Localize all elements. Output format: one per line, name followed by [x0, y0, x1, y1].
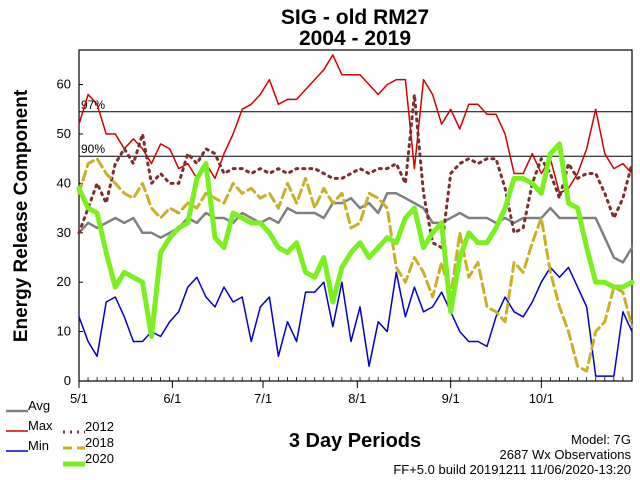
y-tick-label: 50 — [57, 126, 71, 141]
month-tick-label: 7/1 — [254, 391, 272, 406]
series-line-min — [78, 266, 633, 377]
month-tick-label: 8/1 — [348, 391, 366, 406]
month-tick-label: 5/1 — [70, 391, 88, 406]
percentile-lines: 97% 90% — [79, 98, 632, 157]
y-ticks: 0 10 20 30 40 50 60 — [57, 77, 83, 388]
chart-subtitle: 2004 - 2019 — [299, 27, 411, 50]
legend-label-2020: 2020 — [85, 451, 114, 466]
series-line-2020 — [76, 141, 635, 339]
y-axis-label: Energy Release Component — [11, 89, 32, 342]
series-lines — [76, 54, 635, 377]
y-tick-label: 0 — [64, 373, 71, 388]
y-tick-label: 30 — [57, 225, 71, 240]
legend-label-avg: Avg — [28, 398, 50, 413]
month-tick-label: 10/1 — [529, 391, 554, 406]
series-line-max — [78, 54, 633, 195]
x-axis-label: 3 Day Periods — [289, 430, 421, 452]
series-line-2018 — [77, 157, 634, 373]
month-tick-label: 9/1 — [442, 391, 460, 406]
series-line-2012 — [77, 93, 634, 250]
y-tick-label: 60 — [57, 77, 71, 92]
percentile-label: 90% — [81, 142, 105, 156]
model-note: Model: 7G — [571, 432, 631, 447]
observations-note: 2687 Wx Observations — [499, 447, 631, 462]
y-tick-label: 10 — [57, 324, 71, 339]
chart-title: SIG - old RM27 — [281, 6, 429, 29]
build-note: FF+5.0 build 20191211 11/06/2020-13:20 — [393, 462, 631, 477]
legend-label-2018: 2018 — [85, 435, 114, 450]
month-tick-label: 6/1 — [163, 391, 181, 406]
y-tick-label: 40 — [57, 175, 71, 190]
percentile-label: 97% — [81, 98, 105, 112]
legend-label-max: Max — [28, 418, 53, 433]
legend-label-min: Min — [28, 438, 49, 453]
legend-label-2012: 2012 — [85, 419, 114, 434]
x-ticks: 5/1 6/1 7/1 8/1 9/1 10/1 — [70, 377, 633, 406]
y-tick-label: 20 — [57, 274, 71, 289]
